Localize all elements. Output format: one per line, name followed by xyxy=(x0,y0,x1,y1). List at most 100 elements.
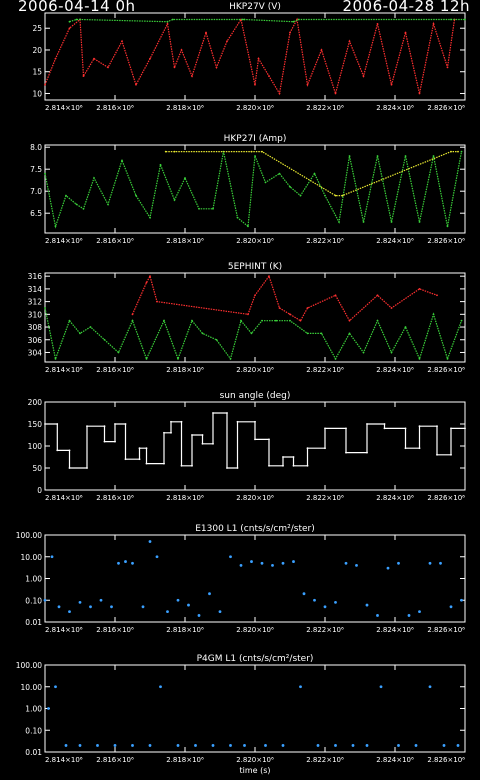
data-point xyxy=(264,744,267,747)
data-point xyxy=(348,332,351,335)
panel-4: sun angle (deg) 2.814×10⁶ 2.816×10⁶ 2.818×1… xyxy=(28,391,466,502)
data-point xyxy=(198,207,200,210)
data-point xyxy=(177,357,179,360)
data-point xyxy=(281,744,285,747)
x-tick-label: 2.826×10⁶ xyxy=(427,494,465,502)
y-tick-label: 7.5 xyxy=(30,165,42,174)
data-point xyxy=(241,18,244,21)
data-point xyxy=(226,412,228,414)
data-point xyxy=(208,592,211,596)
data-point xyxy=(439,561,442,565)
series-line-red xyxy=(131,274,438,322)
data-point xyxy=(243,18,246,21)
data-point xyxy=(268,438,270,441)
x-tick-label: 2.814×10⁶ xyxy=(45,104,83,112)
data-point xyxy=(107,203,109,206)
data-point xyxy=(366,423,368,425)
data-point xyxy=(278,172,281,175)
data-point xyxy=(460,319,463,322)
data-point xyxy=(240,319,242,322)
y-tick-label: 0.01 xyxy=(25,748,42,757)
data-point xyxy=(215,66,218,69)
x-tick-label: 2.820×10⁶ xyxy=(236,756,274,764)
data-point xyxy=(173,66,176,69)
data-point xyxy=(173,150,176,153)
data-point xyxy=(254,438,256,441)
data-point xyxy=(250,150,253,153)
data-point xyxy=(54,357,57,360)
x-tick-label: 2.822×10⁶ xyxy=(306,626,344,634)
data-point xyxy=(464,18,466,21)
y-tick-label: 200 xyxy=(28,398,43,407)
data-point xyxy=(54,685,57,689)
data-point xyxy=(68,467,71,469)
data-point xyxy=(292,456,295,458)
data-point xyxy=(170,431,172,434)
data-point xyxy=(54,225,57,228)
data-point xyxy=(450,453,452,456)
data-point xyxy=(239,564,243,567)
data-point xyxy=(418,357,421,360)
data-point xyxy=(404,155,407,157)
y-tick-label: 10 xyxy=(32,89,42,98)
y-tick-label: 8.0 xyxy=(30,143,42,152)
data-point xyxy=(44,307,46,309)
data-point xyxy=(376,22,379,25)
data-point xyxy=(124,458,127,461)
x-tick-label: 2.820×10⁶ xyxy=(236,366,274,374)
data-point xyxy=(376,294,379,297)
plot-frame xyxy=(44,534,466,623)
data-point xyxy=(418,92,421,95)
data-point xyxy=(93,177,95,179)
y-tick-label: 0 xyxy=(37,486,42,495)
x-tick-label: 2.826×10⁶ xyxy=(427,756,465,764)
data-point xyxy=(229,555,232,559)
data-point xyxy=(320,49,323,51)
data-point xyxy=(114,440,116,443)
data-point xyxy=(229,744,232,747)
data-point xyxy=(404,31,407,34)
panel-6: P4GM L1 (cnts/s/cm²/ster) 2.814×10⁶ 2.816×… xyxy=(16,654,466,775)
data-point xyxy=(324,194,326,197)
data-point xyxy=(187,603,190,607)
data-point xyxy=(212,207,214,210)
x-tick-label: 2.818×10⁶ xyxy=(166,494,204,502)
x-tick-label: 2.818×10⁶ xyxy=(166,626,204,634)
data-point xyxy=(43,598,47,602)
data-point xyxy=(428,561,432,565)
series-line-yellow xyxy=(165,151,458,197)
data-point xyxy=(418,221,421,223)
data-point xyxy=(313,598,316,602)
data-point xyxy=(299,194,302,197)
plot-frame xyxy=(44,12,466,101)
data-point xyxy=(254,155,256,157)
data-point xyxy=(201,442,204,445)
data-point xyxy=(124,560,127,563)
panel-2: HKP27I (Amp) 2.814×10⁶ 2.816×10⁶ 2.818×10⁶ 2… xyxy=(30,134,466,245)
data-point xyxy=(166,610,169,614)
y-tick-label: 0.10 xyxy=(25,596,42,605)
data-point xyxy=(236,467,239,469)
x-tick-label: 2.816×10⁶ xyxy=(96,104,134,112)
data-point xyxy=(376,155,379,157)
x-tick-label: 2.816×10⁶ xyxy=(96,626,134,634)
data-point xyxy=(131,319,134,322)
data-point xyxy=(215,338,218,341)
x-tick-label: 2.826×10⁶ xyxy=(427,237,465,245)
data-point xyxy=(289,185,291,188)
data-point xyxy=(131,561,134,565)
data-point xyxy=(194,744,197,747)
data-point xyxy=(250,560,253,563)
data-point xyxy=(390,221,393,223)
data-point xyxy=(166,22,169,25)
data-point xyxy=(250,332,253,335)
data-point xyxy=(212,442,214,445)
y-tick-label: 20 xyxy=(32,46,42,55)
panel-title: E1300 L1 (cnts/s/cm²/ster) xyxy=(195,524,315,534)
data-point xyxy=(226,40,228,43)
data-point xyxy=(397,744,400,747)
panel-title: HKP27V (V) xyxy=(229,2,281,12)
data-point xyxy=(414,744,418,747)
data-point xyxy=(56,423,59,425)
data-point xyxy=(44,83,46,86)
